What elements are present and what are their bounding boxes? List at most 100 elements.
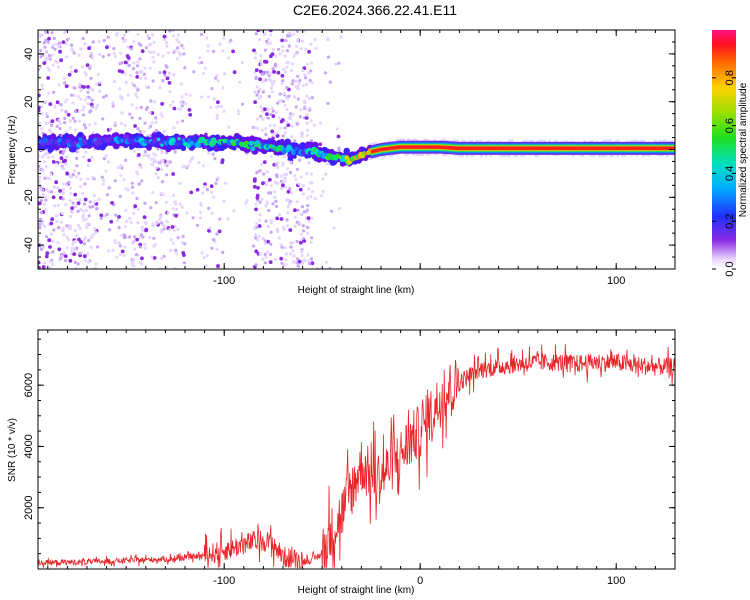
noise-point	[69, 192, 73, 196]
noise-point	[309, 257, 314, 261]
noise-point	[212, 97, 216, 101]
noise-point	[182, 253, 186, 257]
noise-point	[43, 195, 47, 199]
noise-point	[264, 39, 269, 43]
noise-point	[120, 61, 124, 65]
noise-point	[69, 65, 73, 69]
noise-point	[280, 38, 284, 43]
noise-point	[81, 65, 85, 69]
noise-point	[44, 121, 48, 125]
noise-point	[62, 233, 66, 237]
noise-point	[260, 30, 264, 33]
noise-point	[252, 184, 257, 189]
noise-point	[82, 105, 86, 109]
noise-point	[124, 158, 128, 162]
noise-point	[64, 202, 68, 207]
noise-point	[414, 138, 417, 142]
noise-point	[298, 78, 302, 82]
noise-point	[262, 160, 267, 165]
noise-point	[83, 98, 87, 102]
noise-point	[281, 134, 285, 138]
noise-point	[52, 228, 56, 232]
noise-point	[161, 54, 165, 58]
noise-point	[169, 248, 173, 253]
noise-point	[175, 120, 180, 125]
noise-point	[63, 254, 68, 258]
noise-point	[61, 197, 65, 201]
noise-point	[63, 158, 67, 163]
noise-point	[151, 222, 155, 226]
noise-point	[282, 92, 286, 96]
noise-point	[51, 262, 55, 267]
noise-point	[139, 233, 143, 237]
noise-point	[240, 61, 244, 65]
noise-point	[337, 206, 342, 211]
noise-point	[130, 103, 134, 107]
noise-point	[271, 114, 276, 118]
noise-point	[210, 246, 214, 250]
noise-point	[287, 44, 291, 48]
noise-point	[291, 79, 295, 83]
noise-point	[120, 111, 124, 115]
noise-point	[254, 76, 258, 81]
noise-point	[306, 231, 310, 235]
noise-point	[149, 206, 153, 210]
noise-point	[295, 200, 299, 204]
noise-point	[206, 44, 210, 48]
noise-point	[75, 164, 79, 168]
noise-point	[202, 256, 206, 260]
noise-point	[132, 257, 136, 262]
noise-point	[83, 42, 87, 46]
noise-point	[284, 258, 288, 262]
noise-point	[294, 52, 298, 56]
noise-point	[82, 202, 87, 206]
noise-point	[337, 61, 341, 65]
ridge-point	[108, 136, 113, 141]
noise-point	[310, 190, 315, 194]
noise-point	[171, 207, 175, 211]
noise-point	[254, 51, 258, 55]
noise-point	[262, 172, 266, 176]
noise-point	[254, 236, 258, 240]
noise-point	[289, 241, 293, 245]
noise-point	[42, 153, 46, 158]
noise-point	[309, 69, 313, 73]
noise-point	[296, 208, 300, 212]
noise-point	[54, 180, 59, 185]
noise-point	[96, 72, 100, 76]
noise-point	[43, 176, 47, 180]
noise-point	[279, 126, 283, 130]
noise-point	[226, 217, 230, 221]
noise-point	[47, 54, 52, 58]
noise-point	[201, 191, 205, 195]
noise-point	[277, 116, 281, 120]
noise-point	[136, 221, 140, 225]
noise-point	[143, 121, 147, 125]
noise-point	[63, 100, 67, 104]
noise-point	[75, 246, 79, 250]
noise-point	[266, 116, 270, 120]
noise-point	[143, 66, 147, 70]
noise-point	[56, 119, 60, 123]
noise-point	[308, 181, 312, 185]
noise-point	[289, 116, 293, 120]
noise-point	[200, 251, 204, 255]
noise-point	[269, 86, 273, 90]
noise-point	[180, 119, 185, 123]
noise-point	[52, 90, 56, 94]
noise-point	[316, 266, 320, 269]
noise-point	[133, 124, 138, 128]
noise-point	[162, 70, 167, 75]
noise-point	[201, 164, 205, 168]
noise-point	[281, 161, 285, 165]
noise-point	[90, 98, 94, 102]
noise-point	[418, 153, 422, 157]
noise-point	[286, 123, 291, 127]
noise-point	[162, 254, 166, 258]
noise-point	[275, 216, 280, 221]
noise-point	[150, 255, 154, 259]
noise-point	[73, 109, 78, 113]
noise-point	[307, 161, 311, 165]
noise-point	[310, 216, 314, 220]
noise-point	[170, 225, 175, 229]
